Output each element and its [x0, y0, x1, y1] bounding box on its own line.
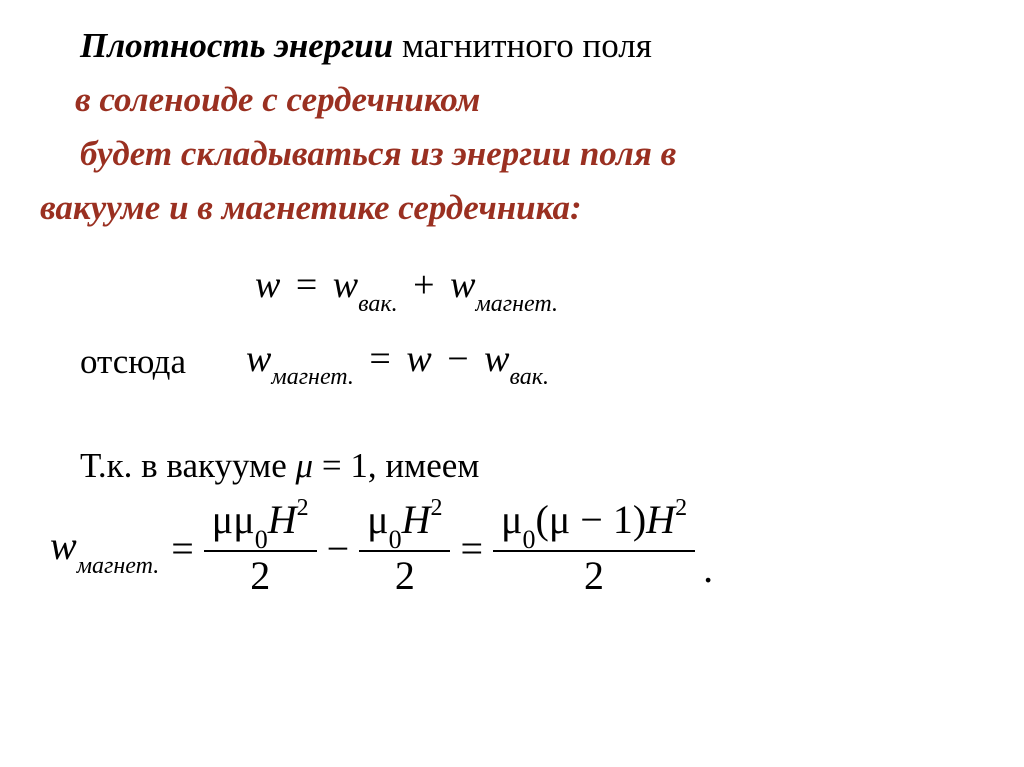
eq1-sub-vac: вак.: [358, 291, 397, 317]
eq3-lhs-w: w: [50, 523, 77, 568]
eq3-frac2-den: 2: [387, 552, 423, 600]
eq3-f3-exp: 2: [675, 495, 687, 521]
eq2-sub-mag: магнет.: [271, 364, 354, 390]
eq3-f3-mu2: μ: [549, 497, 570, 542]
eq3-frac1-den: 2: [242, 552, 278, 600]
eq3-f3-open: (: [536, 497, 549, 542]
eq1-sub-mag: магнет.: [475, 291, 558, 317]
red-line-2: будет складываться из энергии поля в: [40, 127, 984, 181]
equation-2-row: отсюда wмагнет. = w − wвак.: [40, 337, 984, 387]
eq2-minus: −: [438, 338, 478, 380]
eq2-w: w: [406, 338, 431, 380]
eq3-lhs: wмагнет.: [50, 522, 159, 575]
eq3-frac3-den: 2: [576, 552, 612, 600]
vac-pre: Т.к. в вакууме: [80, 446, 296, 485]
hence-label: отсюда: [40, 342, 186, 382]
equation-3: wмагнет. = μμ0H2 2 − μ0H2 2 = μ0(μ − 1)H…: [50, 496, 984, 599]
eq3-frac2-num: μ0H2: [359, 496, 450, 551]
eq2-w-vac: w: [484, 338, 509, 380]
red-line-3: вакууме и в магнетике сердечника:: [40, 181, 984, 235]
eq3-frac-3: μ0(μ − 1)H2 2: [493, 496, 695, 599]
eq3-minus: −: [327, 525, 350, 572]
eq3-frac-2: μ0H2 2: [359, 496, 450, 599]
eq1-w: w: [255, 264, 280, 306]
eq3-f3-close: ): [633, 497, 646, 542]
eq1-w-mag: w: [450, 264, 475, 306]
eq3-period: .: [703, 545, 713, 600]
vac-post: = 1, имеем: [313, 446, 479, 485]
eq1-equals: =: [286, 264, 326, 306]
eq3-f3-mu: μ: [501, 497, 522, 542]
equation-2: wмагнет. = w − wвак.: [246, 337, 549, 387]
eq3-f3-m1: − 1: [570, 497, 633, 542]
eq3-f2-mu: μ: [367, 497, 388, 542]
eq2-sub-vac: вак.: [510, 364, 549, 390]
eq3-f3-H: H: [646, 497, 675, 542]
eq3-f3-zero: 0: [523, 525, 536, 554]
eq3-f1-H: H: [268, 497, 297, 542]
title-line: Плотность энергии магнитного поля: [40, 20, 984, 73]
eq3-f2-exp: 2: [430, 495, 442, 521]
eq3-f1-zero: 0: [255, 525, 268, 554]
eq3-frac-1: μμ0H2 2: [204, 496, 317, 599]
eq3-lhs-sub: магнет.: [77, 553, 160, 579]
title-normal: магнитного поля: [393, 26, 652, 65]
vac-mu: μ: [296, 446, 314, 485]
eq3-frac1-num: μμ0H2: [204, 496, 317, 551]
eq2-equals: =: [360, 338, 400, 380]
eq3-frac3-num: μ0(μ − 1)H2: [493, 496, 695, 551]
eq1-w-vac: w: [333, 264, 358, 306]
title-bold: Плотность энергии: [80, 26, 393, 65]
vacuum-line: Т.к. в вакууме μ = 1, имеем: [40, 446, 984, 486]
eq1-plus: +: [404, 264, 444, 306]
equation-1: w = wвак. + wмагнет.: [255, 263, 984, 313]
eq3-f1-exp: 2: [297, 495, 309, 521]
red-line-1: в соленоиде с сердечником: [40, 73, 984, 127]
eq3-equals-1: =: [171, 525, 194, 572]
eq3-f1-mumu: μμ: [212, 497, 255, 542]
eq3-f2-H: H: [402, 497, 431, 542]
eq3-equals-2: =: [460, 525, 483, 572]
eq3-f2-zero: 0: [389, 525, 402, 554]
eq2-w-mag: w: [246, 338, 271, 380]
